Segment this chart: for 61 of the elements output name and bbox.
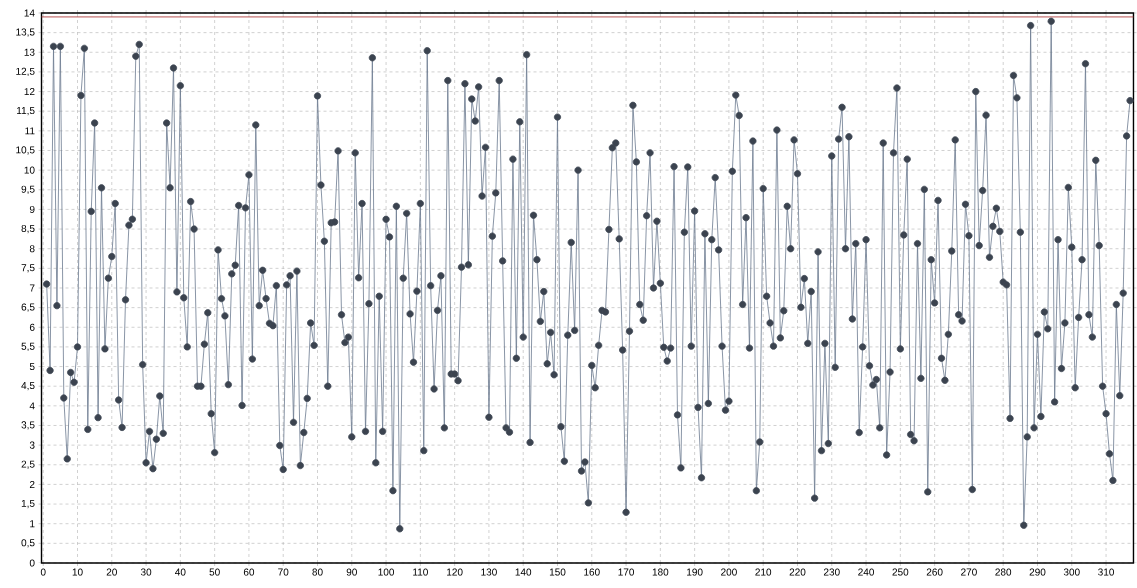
x-tick-label: 260 [926,568,943,576]
y-tick-label: 1 [30,520,35,528]
y-tick-label: 5,5 [21,342,35,351]
y-tick-label: 0,5 [21,539,35,548]
y-tick-label: 7 [29,284,35,292]
y-tick-label: 12,5 [16,67,35,77]
y-tick-label: 2 [29,480,35,488]
x-tick-label: 290 [1029,568,1046,576]
x-tick-label: 20 [106,568,117,576]
x-tick-label: 180 [652,568,669,576]
x-tick-label: 170 [618,568,635,576]
y-tick-label: 8 [29,245,35,253]
x-tick-label: 70 [278,568,289,576]
y-tick-label: 0 [29,559,35,567]
x-tick-label: 220 [789,568,806,576]
y-tick-label: 10,5 [16,146,35,155]
y-tick-label: 13 [24,48,35,56]
x-tick-label: 240 [858,568,875,576]
x-tick-label: 310 [1098,568,1115,576]
x-tick-label: 200 [721,568,737,576]
x-tick-label: 210 [755,568,772,576]
y-tick-label: 13,5 [16,28,35,37]
y-tick-label: 12 [24,88,35,96]
x-tick-label: 120 [447,568,463,576]
y-tick-label: 5 [29,363,35,371]
x-tick-label: 140 [515,568,532,576]
x-tick-label: 10 [72,568,83,576]
y-tick-label: 1,5 [21,499,35,509]
y-tick-label: 6 [29,323,35,331]
x-tick-label: 270 [961,568,977,576]
y-tick-label: 9,5 [21,185,35,194]
x-tick-label: 0 [40,568,46,576]
x-tick-label: 40 [175,568,186,576]
y-tick-label: 10 [24,166,35,174]
y-tick-label: 6,5 [21,303,35,312]
x-tick-label: 160 [584,568,600,576]
y-tick-label: 4 [29,402,35,410]
y-tick-label: 11,5 [17,107,35,116]
x-tick-label: 280 [995,568,1012,576]
x-tick-label: 150 [549,568,566,576]
y-tick-label: 3 [29,441,35,449]
x-tick-label: 90 [346,568,357,576]
x-tick-label: 130 [481,568,497,576]
y-tick-label: 3,5 [21,421,35,430]
x-tick-label: 230 [823,568,840,576]
x-tick-label: 110 [413,568,428,576]
y-tick-label: 8,5 [21,224,35,234]
y-tick-label: 14 [24,9,35,17]
y-tick-label: 9 [29,205,35,213]
y-tick-label: 2,5 [21,460,35,469]
x-tick-label: 30 [140,568,152,576]
x-tick-label: 190 [687,568,703,576]
y-tick-label: 7,5 [21,264,35,273]
x-tick-label: 50 [209,568,220,576]
x-tick-label: 100 [378,568,395,576]
x-tick-label: 80 [312,568,323,576]
x-tick-label: 300 [1063,568,1080,576]
y-tick-label: 4,5 [21,382,35,391]
x-tick-label: 60 [243,568,255,576]
y-tick-label: 11 [25,127,35,135]
x-tick-label: 250 [892,568,909,576]
